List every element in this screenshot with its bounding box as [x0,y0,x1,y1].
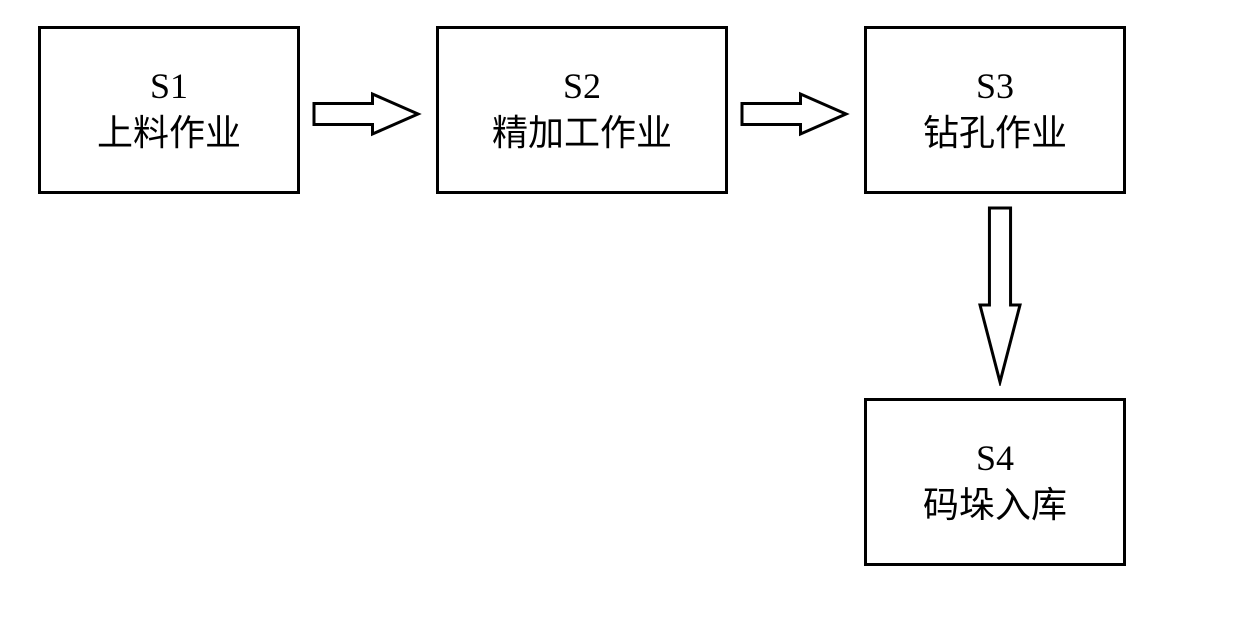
node-label: 精加工作业 [492,110,672,157]
node-s2: S2 精加工作业 [436,26,728,194]
arrow-right-icon [740,90,850,138]
node-s1: S1 上料作业 [38,26,300,194]
node-label: 钻孔作业 [923,110,1067,157]
node-s3: S3 钻孔作业 [864,26,1126,194]
node-label: 上料作业 [97,110,241,157]
node-s4: S4 码垛入库 [864,398,1126,566]
arrow-shape [314,94,418,134]
flowchart-canvas: S1 上料作业 S2 精加工作业 S3 钻孔作业 S4 码垛入库 [0,0,1240,636]
node-code: S4 [976,435,1014,482]
arrow-shape [980,208,1020,382]
arrow-down-icon [976,206,1024,386]
arrow-shape [742,94,846,134]
node-code: S2 [563,63,601,110]
node-code: S3 [976,63,1014,110]
node-code: S1 [150,63,188,110]
arrow-right-icon [312,90,422,138]
node-label: 码垛入库 [923,482,1067,529]
